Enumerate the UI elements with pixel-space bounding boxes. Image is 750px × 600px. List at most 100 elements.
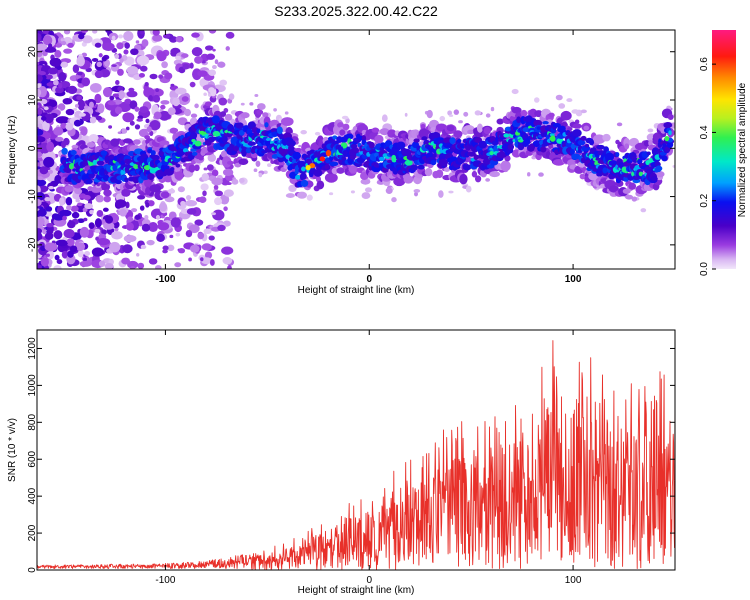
spectrogram-cell [80,30,89,33]
spectrogram-cell [615,152,620,157]
spectrogram-cell [324,164,330,170]
spectrogram-cell [507,143,515,151]
spectrogram-cell [569,147,576,156]
spectrogram-cell [213,110,222,116]
snr-y-tick-label: 0 [27,567,38,573]
spectrogram-cell [77,250,84,258]
spectrogram-cell [102,42,115,52]
spectrogram-cell [118,90,125,100]
spectrogram-cell [672,164,675,168]
spectrogram-cell [198,155,204,161]
spectrogram-cell [364,187,373,193]
spectrogram-cell [150,150,156,156]
spectrogram-cell [421,136,428,141]
spectrogram-cell [273,108,277,112]
spectrogram-cell [89,83,102,93]
spectrogram-cell [144,214,149,220]
spectrogram-cell [225,46,230,51]
spectrogram-y-tick-label: 0 [27,145,38,151]
spectrogram-cell [81,52,88,58]
spectrogram-cell [212,65,217,70]
spectrogram-cell [37,43,48,51]
spectrogram-cell [91,247,104,257]
spectrogram-cell [125,126,130,131]
spectrogram-cell [489,151,494,156]
spectrogram-cell [37,70,46,76]
spectrogram-cell [71,144,79,149]
snr-y-tick-label: 1000 [27,374,38,397]
spectrogram-cell [235,122,244,129]
spectrogram-cell [94,228,101,234]
spectrogram-cell [188,224,200,234]
spectrogram-cell [45,253,50,257]
spectrogram-cell [256,128,261,134]
spectrogram-cell [453,130,463,138]
spectrogram-cell [169,127,178,134]
spectrogram-cell [56,259,63,265]
spectrogram-cell [204,251,213,259]
spectrogram-cell [102,174,110,181]
spectrogram-cell [214,197,223,206]
spectrogram-cell [37,104,40,109]
spectrogram-cell [608,185,619,193]
spectrogram-cell [211,169,219,177]
spectrogram-cell [201,146,209,154]
spectrogram-cell [84,203,94,210]
spectrogram-cell [341,156,347,162]
spectrogram-cell [70,205,79,212]
spectrogram-cell [37,120,41,125]
spectrogram-cell [552,158,565,166]
spectrogram-cell [240,102,245,106]
spectrogram-cell [300,129,307,135]
spectrogram-cell [44,125,50,132]
spectrogram-cell [381,114,388,123]
spectrogram-cell [208,87,215,93]
spectrogram-cell [646,151,651,156]
spectrogram-cell [121,128,128,134]
spectrogram-cell [175,227,181,233]
spectrogram-cell [148,221,158,233]
snr-frame [36,329,676,571]
spectrogram-cell [182,148,189,153]
spectrogram-cell [500,160,511,172]
spectrogram-cell [577,139,586,146]
spectrogram-cell [147,173,155,180]
spectrogram-cell [151,154,160,161]
spectrogram-cell [353,148,360,153]
spectrogram-cell [666,141,674,148]
spectrogram-cell [667,114,674,120]
spectrogram-cell [163,175,173,183]
spectrogram-cell [112,164,118,172]
spectrogram-cell [217,224,226,232]
spectrogram-cell [458,120,463,124]
spectrogram-cell [85,179,93,184]
spectrogram-cell [226,160,234,165]
spectrogram-cell [209,259,215,266]
spectrogram-cell [88,101,94,108]
spectrogram-cell [300,179,309,187]
spectrogram-cell [37,151,43,158]
spectrogram-cell [368,141,375,149]
colorbar-tick-label: 0.4 [699,125,710,139]
spectrogram-cell [316,180,325,190]
spectrogram-cell [596,144,605,150]
spectrogram-cell [392,166,399,175]
snr-x-axis-label: Height of straight line (km) [298,585,415,596]
spectrogram-cell [55,86,64,94]
spectrogram-cell [129,100,138,110]
spectrogram-cell [549,135,556,142]
spectrogram-cell [98,260,106,267]
spectrogram-cell [443,167,450,172]
spectrogram-cell [124,42,130,49]
spectrogram-cell [170,217,182,228]
spectrogram-cell [45,206,53,212]
spectrogram-cell [589,139,595,146]
spectrogram-y-axis-label: Frequency (Hz) [7,116,18,185]
spectrogram-cell [516,116,522,124]
spectrogram-cell [238,158,249,165]
spectrogram-cell [92,30,98,34]
spectrogram-cell [341,115,349,120]
spectrogram-cell [325,149,332,157]
spectrogram-cell [467,151,476,157]
spectrogram-cell [53,79,59,86]
